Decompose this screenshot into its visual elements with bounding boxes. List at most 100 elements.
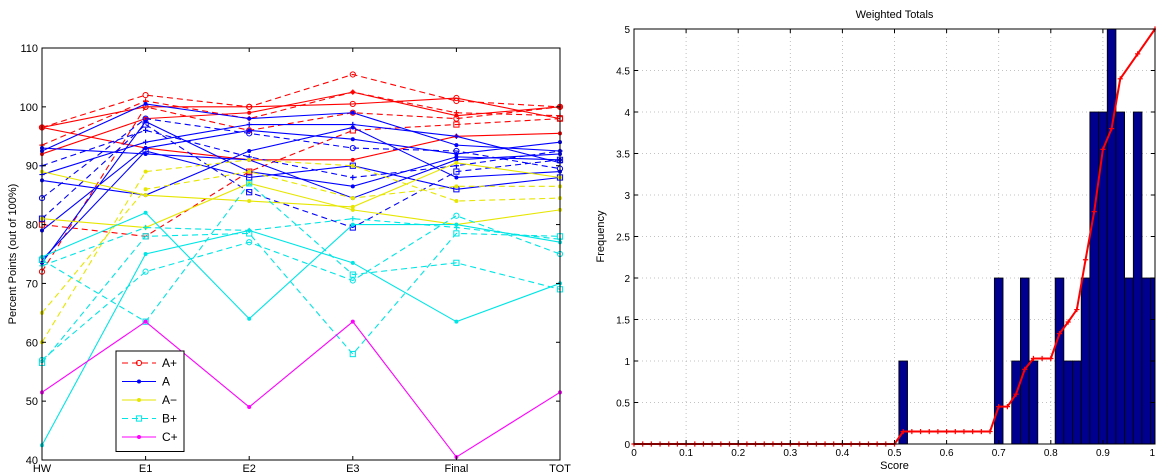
series-7 — [40, 101, 562, 153]
histogram-bar — [1019, 277, 1030, 445]
data-point — [247, 157, 252, 162]
data-point — [453, 133, 459, 139]
x-tick-label: E3 — [346, 463, 359, 475]
data-point — [350, 222, 355, 227]
histogram-bar — [1072, 360, 1082, 445]
x-tick-label: 0.3 — [783, 448, 797, 459]
data-point — [350, 196, 355, 201]
cdf-point — [900, 428, 906, 435]
chart-title: Weighted Totals — [856, 9, 934, 21]
data-point — [143, 224, 149, 231]
cdf-point — [961, 428, 967, 435]
y-tick-label: 2 — [624, 274, 630, 285]
histogram-bar — [1115, 111, 1125, 445]
cdf-point — [1135, 51, 1141, 57]
histogram-bar — [1080, 277, 1091, 445]
legend-label: A− — [162, 393, 177, 407]
cdf-point — [978, 428, 984, 435]
series-line — [41, 129, 561, 231]
data-point — [350, 121, 356, 128]
y-tick-label: 1.5 — [616, 316, 630, 327]
legend-entry: A− — [122, 393, 177, 407]
data-point — [143, 187, 148, 192]
y-tick-label: 90 — [26, 161, 38, 173]
series-line — [41, 126, 561, 196]
x-axis-ticks: 0 0.1 0.2 0.3 0.4 0.5 0.6 0.7 0.8 0.9 1 — [631, 29, 1156, 459]
series-line — [41, 218, 561, 267]
series-13 — [38, 147, 564, 263]
y-axis-ticks: 40 50 60 70 80 90 100 110 — [20, 43, 560, 467]
y-axis-ticks: 0 0.5 1 1.5 2 2.5 3 3.5 4 4.5 5 — [616, 25, 1155, 451]
legend-box — [115, 350, 185, 452]
cdf-point — [1117, 76, 1123, 82]
data-point — [454, 154, 459, 159]
cdf-point — [917, 428, 924, 435]
data-point — [349, 144, 356, 152]
x-axis-label: Score — [880, 460, 909, 472]
legend-marker — [135, 415, 143, 422]
series-line — [41, 147, 561, 199]
x-tick-label: 0.8 — [1044, 448, 1058, 459]
data-point — [350, 207, 355, 212]
series-line — [41, 118, 561, 199]
cdf-point — [1074, 306, 1080, 313]
data-point — [350, 90, 355, 95]
histogram-bar — [1124, 277, 1134, 445]
data-point — [142, 91, 149, 99]
histogram-bar — [1089, 111, 1099, 445]
series-9 — [40, 119, 562, 265]
data-point — [453, 147, 460, 155]
x-tick-label: 0.1 — [679, 448, 693, 459]
cdf-point — [909, 428, 915, 435]
data-point — [350, 260, 355, 265]
data-point — [246, 103, 253, 110]
data-point — [143, 193, 148, 198]
histogram-bar — [1063, 360, 1073, 445]
y-tick-label: 110 — [20, 43, 38, 55]
legend-marker — [137, 379, 141, 384]
series-26 — [39, 216, 563, 269]
data-point — [453, 94, 460, 102]
series-5 — [40, 90, 562, 156]
data-point — [453, 212, 460, 219]
data-point — [350, 216, 356, 222]
data-point — [143, 139, 149, 145]
cdf-point — [987, 428, 993, 435]
legend-label: B+ — [162, 412, 177, 426]
data-point — [350, 137, 355, 142]
cdf-point — [1048, 355, 1054, 362]
data-point — [247, 316, 252, 321]
cdf-point — [935, 428, 941, 435]
x-tick-label: Final — [444, 463, 468, 475]
series-line — [41, 232, 561, 364]
series-line — [41, 103, 561, 152]
series-line — [41, 91, 561, 155]
cdf-point — [1022, 366, 1028, 372]
histogram-bar — [1011, 360, 1021, 445]
data-point — [453, 230, 460, 237]
histogram-bar — [1141, 277, 1152, 445]
series-line — [41, 182, 561, 323]
data-point — [349, 100, 356, 108]
x-tick-label: 0.4 — [835, 448, 849, 459]
grades-line-chart: 40 50 60 70 80 90 100 110 HW E1 E2 E3 Final TOT Perc… — [7, 43, 571, 475]
series-line — [41, 150, 561, 261]
series-line — [41, 171, 560, 314]
data-point — [350, 110, 355, 115]
series-line — [41, 97, 561, 128]
series-11 — [40, 146, 562, 201]
data-point — [143, 252, 148, 256]
y-tick-label: 0.5 — [616, 399, 630, 410]
cdf-point — [1091, 209, 1097, 215]
legend-marker — [135, 359, 143, 367]
series-line — [41, 215, 561, 361]
data-point — [349, 277, 356, 284]
data-point — [142, 147, 149, 155]
histogram-bar — [993, 277, 1004, 445]
histogram-bar — [1132, 111, 1143, 445]
data-point — [142, 121, 149, 128]
data-point — [246, 130, 253, 137]
data-point — [247, 116, 252, 121]
legend-entry: C+ — [122, 430, 178, 444]
